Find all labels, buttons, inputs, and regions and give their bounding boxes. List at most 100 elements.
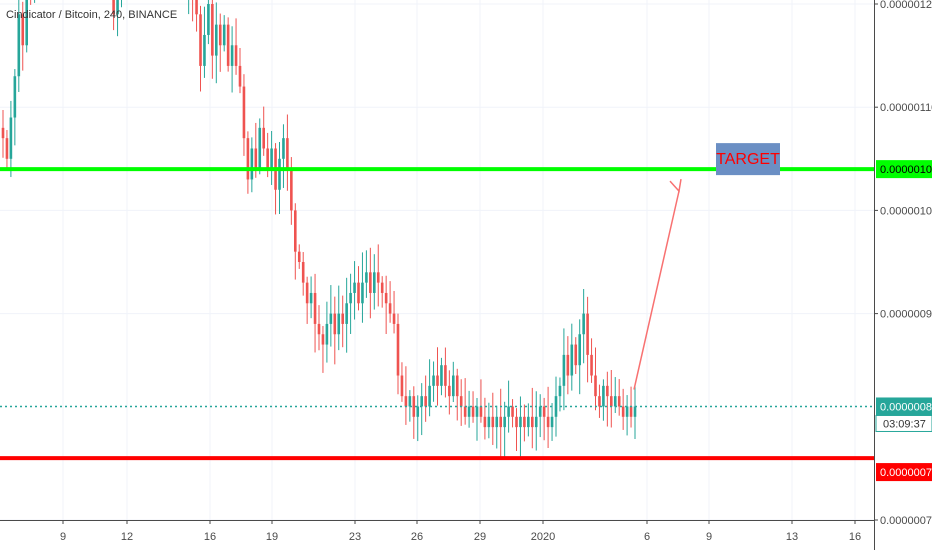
candle-body xyxy=(373,272,376,293)
candle-body xyxy=(337,313,341,335)
candle-body xyxy=(242,86,246,139)
candle-body xyxy=(258,127,262,170)
candle-body xyxy=(499,416,502,428)
support-price-badge-bg xyxy=(876,463,932,482)
y-tick-label: 0.00000070 xyxy=(880,515,932,527)
x-tick-label: 9 xyxy=(706,531,712,543)
candle-body xyxy=(262,127,265,149)
candle-body xyxy=(396,323,400,376)
candle-body xyxy=(357,282,360,304)
candle-body xyxy=(25,0,28,46)
candle-body xyxy=(629,406,633,417)
candle-body xyxy=(278,158,281,190)
candle-body xyxy=(621,406,625,417)
candle-body xyxy=(416,406,420,417)
candle-body xyxy=(218,24,222,46)
candle-body xyxy=(388,303,392,314)
x-tick-label: 23 xyxy=(349,531,361,543)
candle-body xyxy=(491,416,495,428)
candle-body xyxy=(9,117,13,159)
x-tick-label: 29 xyxy=(474,531,486,543)
x-tick-label: 16 xyxy=(204,531,216,543)
last-price-badge: 0.00000081 xyxy=(880,401,932,413)
candle-body xyxy=(1,127,5,139)
candle-body xyxy=(13,76,17,118)
candle-body xyxy=(531,416,534,428)
candle-body xyxy=(479,406,483,417)
candle-body xyxy=(369,272,372,293)
support-price-badge: 0.00000076 xyxy=(880,467,932,479)
candle-body xyxy=(400,375,404,397)
candle-body xyxy=(487,416,491,428)
candle-body xyxy=(594,375,597,397)
candle-body xyxy=(195,0,198,15)
candle-body xyxy=(610,396,613,407)
x-tick-label: 19 xyxy=(266,531,278,543)
candle-body xyxy=(448,385,451,397)
x-tick-label: 16 xyxy=(849,531,861,543)
annotations: TARGET xyxy=(633,143,780,390)
candle-body xyxy=(321,334,325,345)
candle-body xyxy=(495,416,499,428)
candle-body xyxy=(282,138,285,159)
candle-body xyxy=(519,416,522,428)
candle-body xyxy=(313,292,317,324)
candle-body xyxy=(471,406,475,417)
candle-body xyxy=(199,14,202,66)
candle-body xyxy=(325,323,329,345)
candle-body xyxy=(408,396,412,407)
candle-body xyxy=(463,406,467,417)
candle-body xyxy=(250,148,254,180)
candle-body xyxy=(420,396,423,407)
candle-body xyxy=(361,282,364,304)
candle-body xyxy=(305,282,309,304)
candle-body xyxy=(459,396,463,407)
candle-body xyxy=(234,45,238,66)
candle-body xyxy=(633,406,637,417)
candle-body xyxy=(380,282,384,293)
resistance-price-badge: 0.00000104 xyxy=(880,164,932,176)
candle-body xyxy=(534,416,538,428)
candle-body xyxy=(424,396,427,407)
target-label: TARGET xyxy=(716,151,780,168)
candle-body xyxy=(444,365,447,386)
countdown-bg xyxy=(875,414,932,432)
target-box xyxy=(716,143,780,176)
candle-body xyxy=(392,313,396,324)
candle-body xyxy=(349,292,352,304)
candle-body xyxy=(538,406,542,417)
chart-title: Cindicator / Bitcoin, 240, BINANCE xyxy=(6,9,177,21)
candle-body xyxy=(586,313,589,355)
candle-body xyxy=(294,210,297,252)
candle-body xyxy=(440,365,443,386)
candles xyxy=(1,0,637,458)
candle-body xyxy=(617,396,621,407)
candle-body xyxy=(215,24,218,56)
candle-body xyxy=(301,262,305,283)
candle-body xyxy=(602,385,605,407)
candle-body xyxy=(625,406,629,417)
candle-body xyxy=(211,4,214,56)
candle-body xyxy=(455,375,459,397)
candle-body xyxy=(507,406,510,417)
candle-body xyxy=(515,416,518,428)
target-arrowhead xyxy=(669,178,682,193)
countdown-label: 03:09:37 xyxy=(883,418,926,430)
x-tick-label: 6 xyxy=(644,531,650,543)
candle-body xyxy=(590,354,593,376)
candle-body xyxy=(345,303,348,324)
candle-body xyxy=(286,138,289,170)
candle-body xyxy=(467,406,471,417)
target-arrow xyxy=(633,190,680,390)
candle-body xyxy=(436,375,439,386)
candle-body xyxy=(270,148,273,170)
x-tick-label: 2020 xyxy=(531,531,555,543)
candle-body xyxy=(297,251,301,262)
candle-body xyxy=(527,416,530,428)
candle-body xyxy=(412,396,416,417)
candle-body xyxy=(353,282,356,293)
